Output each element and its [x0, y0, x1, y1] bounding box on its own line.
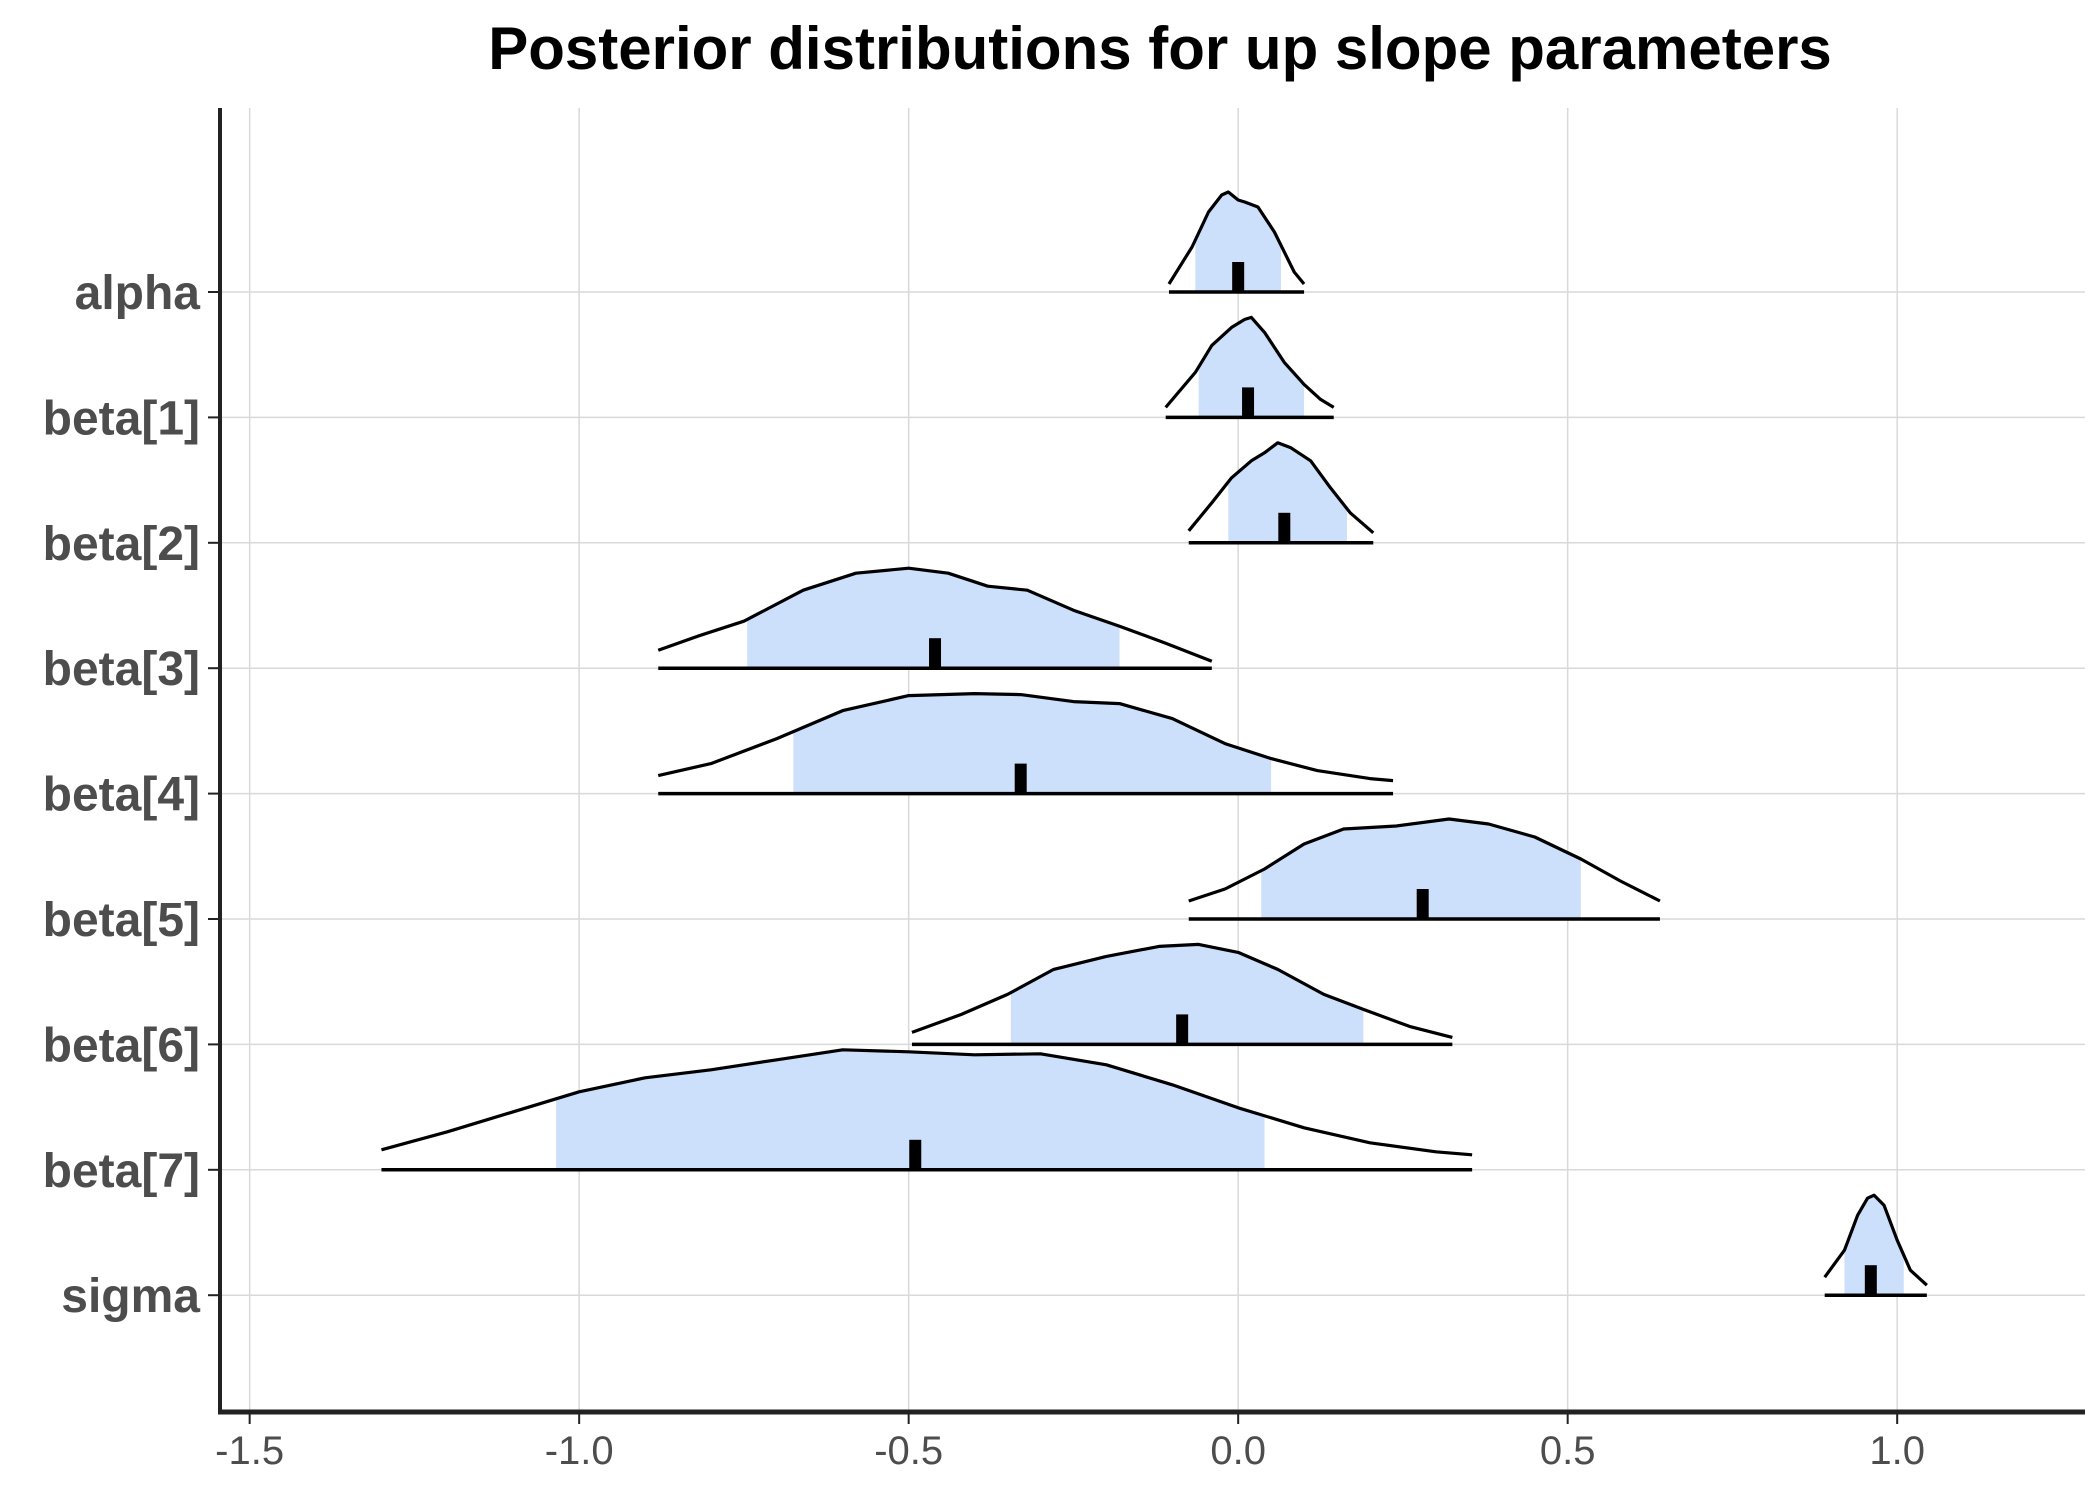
density-curve — [1167, 190, 1306, 286]
median-marker — [1416, 889, 1429, 919]
credible-interval-fill — [793, 693, 1272, 794]
density-curve — [381, 1048, 1473, 1157]
y-tick-label: alpha — [75, 267, 201, 320]
y-tick-label: beta[5] — [43, 894, 200, 947]
y-tick-label: beta[2] — [43, 518, 200, 571]
median-marker — [1176, 1014, 1189, 1045]
credible-interval-fill — [556, 1049, 1265, 1170]
x-tick-label: 1.0 — [1869, 1429, 1925, 1473]
density-curve — [657, 692, 1394, 783]
density-curve — [1188, 817, 1661, 903]
density-curve — [1164, 315, 1335, 409]
median-marker — [929, 638, 942, 669]
density-curve — [911, 942, 1453, 1039]
credible-interval-fill — [1195, 192, 1282, 292]
axis-layer: -1.5 -1.0 -0.5 0.0 0.5 1.0 alpha beta[1] beta[2]… — [43, 108, 2085, 1473]
y-tick-label: beta[4] — [43, 769, 200, 822]
credible-interval-fill — [747, 568, 1120, 669]
x-tick-label: -0.5 — [874, 1429, 943, 1473]
density-curve — [1823, 1193, 1928, 1287]
chart-title: Posterior distributions for up slope par… — [488, 15, 1832, 82]
x-tick-label: -1.0 — [545, 1429, 614, 1473]
median-marker — [909, 1139, 922, 1170]
ridge-layer — [381, 190, 1928, 1297]
density-curve — [1187, 441, 1375, 535]
median-marker — [1278, 512, 1291, 543]
credible-interval-fill — [1228, 442, 1347, 543]
median-marker — [1242, 387, 1255, 418]
x-tick-label: -1.5 — [215, 1429, 284, 1473]
y-tick-label: sigma — [61, 1270, 200, 1323]
median-marker — [1864, 1265, 1877, 1296]
density-curve — [657, 566, 1213, 663]
median-marker — [1014, 763, 1027, 794]
x-tick-label: 0.5 — [1540, 1429, 1596, 1473]
y-tick-label: beta[3] — [43, 643, 200, 696]
y-tick-label: beta[1] — [43, 392, 200, 445]
credible-interval-fill — [1261, 819, 1581, 919]
credible-interval-fill — [1198, 317, 1305, 418]
y-tick-label: beta[6] — [43, 1019, 200, 1072]
median-marker — [1232, 262, 1245, 292]
x-tick-label: 0.0 — [1210, 1429, 1266, 1473]
y-tick-label: beta[7] — [43, 1145, 200, 1198]
